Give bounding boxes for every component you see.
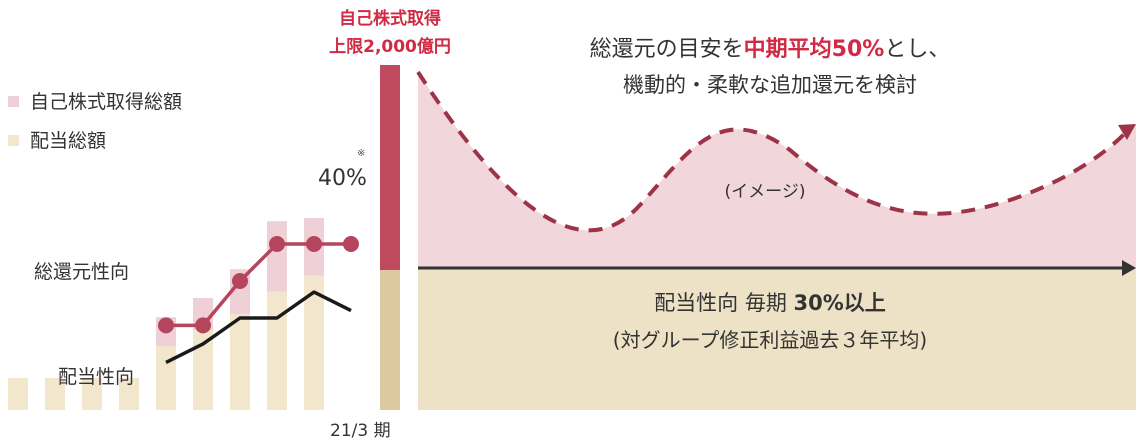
policy-line2: (対グループ修正利益過去３年平均): [613, 328, 927, 352]
dividend-bar: [82, 378, 102, 410]
policy-line1: 配当性向 毎期 30%以上: [654, 291, 886, 315]
dividend-bar: [8, 378, 28, 410]
headline-line2: 機動的・柔軟な追加還元を検討: [623, 73, 917, 97]
policy-pre: 配当性向 毎期: [654, 291, 793, 315]
dividend-bar: [45, 378, 65, 410]
total-return-ratio-label: 総還元性向: [34, 261, 129, 283]
future-total-return-area: [418, 72, 1136, 268]
payout-ratio-label: 配当性向: [58, 366, 134, 388]
dividend-bar: [267, 291, 287, 410]
total-return-ratio-point: [343, 236, 359, 252]
dividend-bar: [156, 346, 176, 410]
dividend-bar: [193, 330, 213, 410]
total-return-ratio-point: [195, 317, 211, 334]
dividend-bar: [230, 314, 250, 410]
total-return-ratio-point: [306, 236, 322, 252]
total-return-ratio-point: [269, 236, 285, 252]
buyback-bar: [267, 221, 287, 292]
dividend-bar: [119, 378, 139, 410]
legend: 自己株式取得総額 配当総額: [8, 91, 182, 152]
total-return-ratio-point: [158, 317, 174, 334]
headline-pre: 総還元の目安を: [590, 37, 744, 62]
future-policy-area: [416, 70, 1136, 410]
footnote-asterisk: ※: [357, 148, 365, 159]
dividend-bar: [304, 275, 324, 410]
baseline-arrowhead-icon: [1122, 260, 1136, 276]
payout-ratio-line: [165, 290, 352, 364]
headline-post: とし、: [884, 37, 950, 62]
legend-buyback-swatch: [8, 96, 19, 107]
dashed-curve-arrowhead: [1118, 124, 1136, 140]
buyback-cap-label-line1: 自己株式取得: [339, 8, 441, 29]
latest-total-return-value: 40%: [318, 166, 367, 191]
buyback-cap-bar: [380, 65, 400, 410]
buyback-cap-label-line2: 上限2,000億円: [329, 36, 451, 57]
headline-emph: 中期平均50%: [744, 36, 885, 62]
cap-bar-dividend: [380, 270, 400, 410]
future-dividend-area: [418, 268, 1136, 410]
period-label: 21/3 期: [330, 421, 391, 441]
legend-dividend-label: 配当総額: [30, 130, 106, 152]
total-return-ratio-point: [232, 273, 248, 289]
image-note: (イメージ): [725, 182, 806, 202]
headline-line1: 総還元の目安を中期平均50%とし、: [590, 36, 951, 62]
history-bars: [8, 218, 324, 410]
history-lines: [158, 236, 359, 364]
legend-buyback-label: 自己株式取得総額: [30, 91, 182, 113]
cap-bar-buyback: [380, 65, 400, 270]
policy-emph: 30%以上: [794, 291, 886, 315]
legend-dividend-swatch: [8, 135, 19, 146]
